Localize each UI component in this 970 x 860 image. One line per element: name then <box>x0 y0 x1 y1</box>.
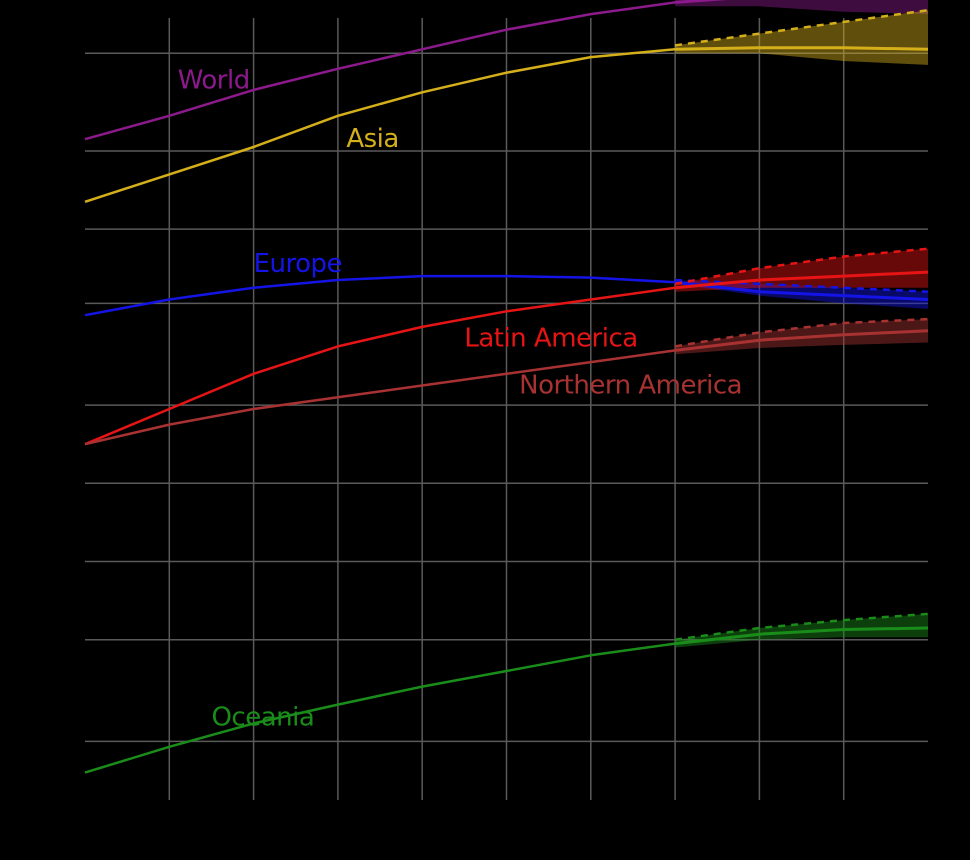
northern-america-projection-upper-dashed <box>674 317 929 348</box>
oceania-label: Oceania <box>211 703 314 733</box>
northern-america-projection-line <box>674 329 929 352</box>
world-line <box>84 1 676 141</box>
europe-line <box>84 274 676 317</box>
series-labels: World Asia Europe Latin America Northern Ame… <box>178 65 743 733</box>
asia-projection-band <box>675 10 928 65</box>
latin-america-line <box>84 286 676 446</box>
asia-label: Asia <box>346 124 399 154</box>
oceania-projection-line <box>674 626 929 646</box>
asia-projection-line <box>675 46 929 51</box>
northern-america-label: Northern America <box>519 370 742 400</box>
grid <box>85 18 928 800</box>
series-lines <box>84 0 929 774</box>
latin-america-projection-upper-dashed <box>674 247 929 286</box>
asia-projection-upper-dashed <box>674 8 929 47</box>
latin-america-projection-line <box>674 270 929 290</box>
northern-america-line <box>84 349 676 446</box>
oceania-projection-upper-dashed <box>674 612 929 641</box>
europe-projection-upper-dashed <box>675 278 929 293</box>
europe-label: Europe <box>254 249 342 279</box>
world-label: World <box>178 65 250 95</box>
world-projection-band <box>675 0 928 15</box>
asia-line <box>84 48 676 203</box>
europe-projection-line <box>674 280 929 301</box>
oceania-line <box>84 642 676 774</box>
latin-america-label: Latin America <box>464 323 637 353</box>
